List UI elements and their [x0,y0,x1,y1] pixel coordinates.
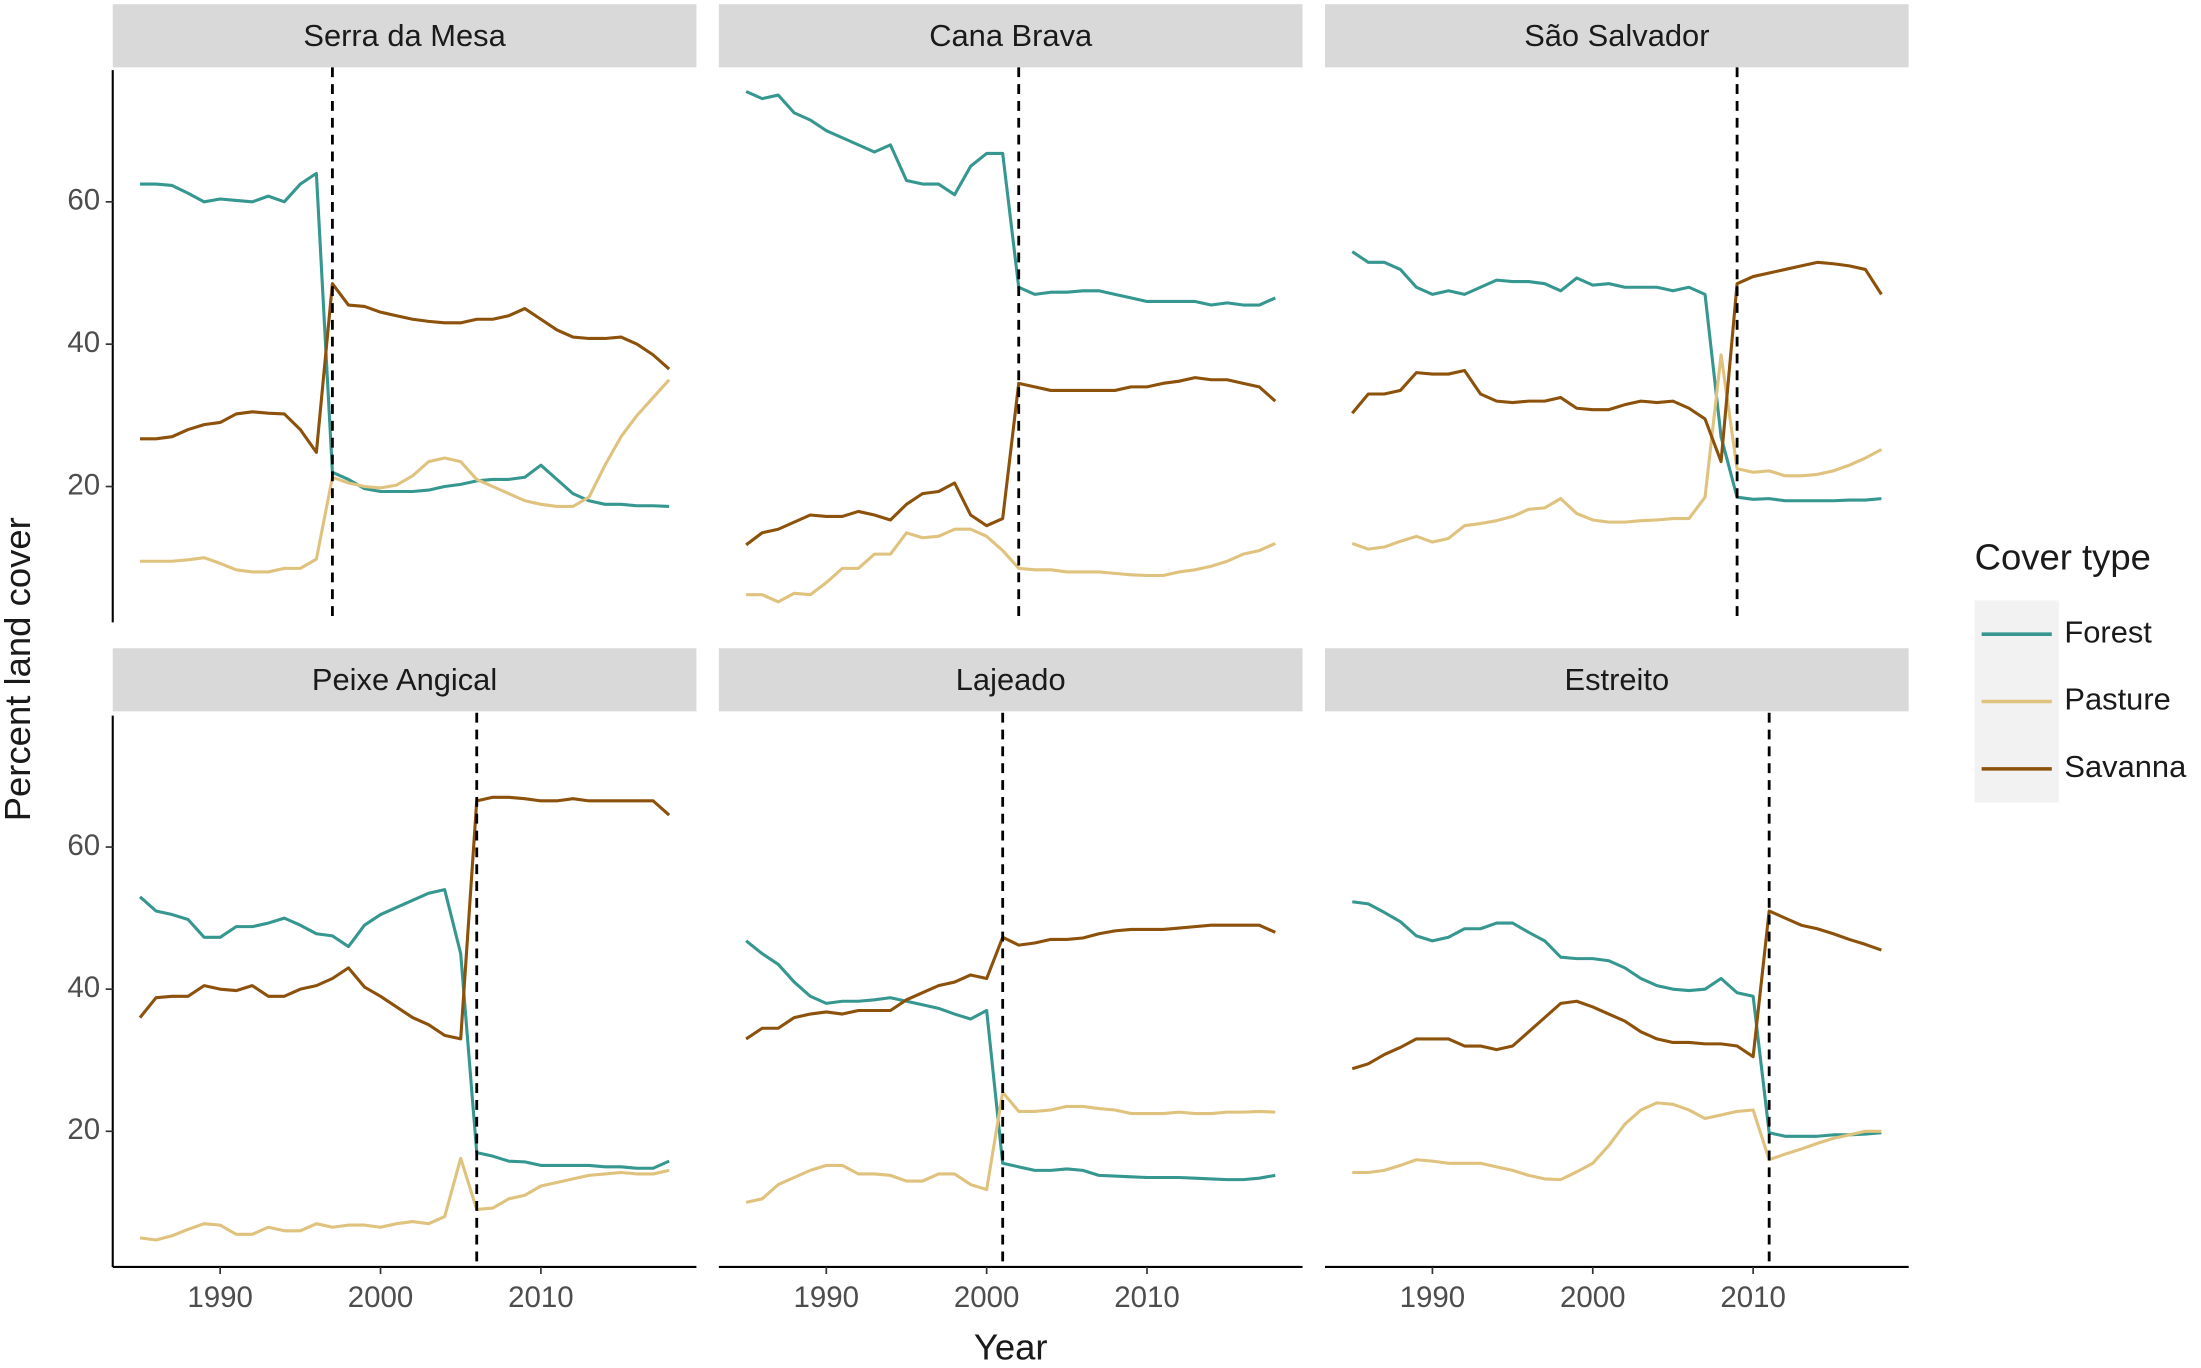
y-tick-label: 20 [67,1113,100,1146]
line [1351,909,1882,1071]
line [139,378,671,574]
line [1352,1101,1882,1182]
line [1351,353,1883,551]
line [745,923,1276,1041]
line [1351,250,1882,503]
line [138,888,670,1170]
legend-label: Savanna [2064,749,2187,784]
line [745,376,1277,547]
line [746,527,1276,604]
y-tick-label: 40 [67,971,100,1004]
y-axis-title: Percent land cover [0,517,38,821]
legend-label: Pasture [2064,682,2170,717]
x-axis-title: Year [974,1326,1048,1367]
line [1351,260,1883,464]
panel-title: Cana Brava [929,18,1093,53]
panel-title: Serra da Mesa [303,18,506,53]
line [139,171,670,508]
strip [718,4,1303,68]
x-tick-label: 2010 [508,1281,574,1314]
panel-title: Peixe Angical [312,662,497,697]
strip [112,4,697,68]
line [138,795,671,1041]
line [139,282,671,454]
y-tick-label: 60 [67,184,100,217]
legend-title: Cover type [1975,536,2151,577]
y-tick-label: 40 [67,326,100,359]
strip [1324,4,1909,68]
strip [1324,648,1909,712]
line [745,1090,1276,1204]
line [745,90,1276,307]
x-tick-label: 2010 [1114,1281,1180,1314]
panel-title: São Salvador [1524,18,1709,53]
x-tick-label: 2000 [1560,1281,1626,1314]
x-tick-label: 2010 [1720,1281,1786,1314]
x-tick-label: 1990 [1400,1281,1466,1314]
legend-label: Forest [2064,614,2152,649]
line [139,1156,670,1242]
line [745,939,1276,1182]
strip [718,648,1303,712]
x-tick-label: 2000 [954,1281,1020,1314]
y-tick-label: 20 [67,468,100,501]
strip [112,648,697,712]
panel-title: Lajeado [956,662,1066,697]
line [1352,900,1882,1138]
panel-title: Estreito [1565,662,1670,697]
x-tick-label: 2000 [348,1281,414,1314]
x-tick-label: 1990 [794,1281,860,1314]
y-tick-label: 60 [67,829,100,862]
x-tick-label: 1990 [187,1281,253,1314]
